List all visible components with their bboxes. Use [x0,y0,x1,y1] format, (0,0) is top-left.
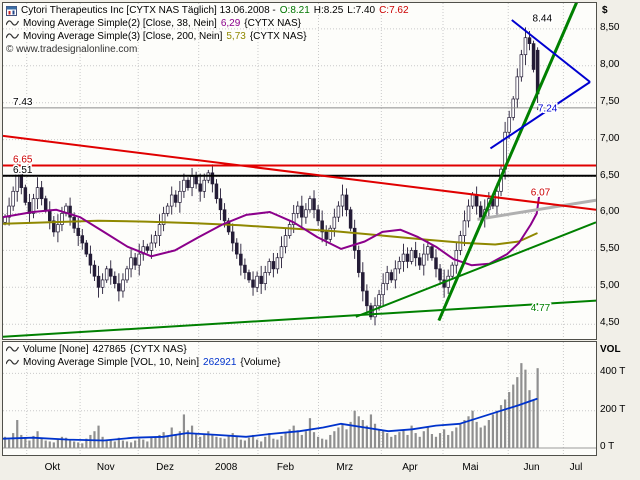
trendline-gray-segment[interactable] [477,198,596,221]
low-value: L:7.40 [347,5,376,16]
month-label: Dez [156,462,174,473]
month-label: Mrz [336,462,354,473]
ma200-symbol: {CYTX NAS} [249,31,307,42]
month-label: Jul [569,462,583,473]
month-label: 2008 [215,462,238,473]
price-chart-canvas[interactable]: 7.43 6.656.51 8.44 7.24 6.07 4.77 [3,3,596,339]
volume-panel: Volume [None] 427865 {CYTX NAS} Moving A… [2,341,597,456]
month-label: Apr [402,462,418,473]
ma38-symbol: {CYTX NAS} [244,18,301,29]
month-label: Nov [96,462,115,473]
volume-label: Volume [None] [23,344,89,355]
legend-volume-row: Volume [None] 427865 {CYTX NAS} [6,343,280,356]
price-axis-label: 6,50 [600,169,620,181]
open-value: O:8.21 [279,5,310,16]
volume-bars [3,363,539,448]
ma200-value: 5,73 [226,31,246,42]
trendline-green-support-long[interactable] [3,299,596,338]
indicator-wave-icon [6,359,19,365]
volume-axis-label: 200 T [600,403,626,415]
volma-symbol: {Volume} [240,357,281,368]
ma38-value: 6,29 [220,18,241,29]
volume-value: 427865 [92,344,126,355]
price-axis-label: 7,50 [600,95,620,107]
volume-axis-unit: VOL [600,344,621,355]
volume-chart-canvas[interactable] [3,342,596,455]
annotation-label-6.07: 6.07 [531,188,551,199]
indicator-wave-icon [6,346,19,352]
ma200-line [3,219,538,246]
copyright-link[interactable]: © www.tradesignalonline.com [6,44,138,55]
ma38-label: Moving Average Simple(2) [Close, 38, Nei… [23,18,217,29]
price-axis-label: 6,00 [600,206,620,218]
price-axis-label: 8,00 [600,58,620,70]
month-label: Jun [523,462,540,473]
month-label: Feb [276,462,295,473]
annotation-label-7.24: 7.24 [538,104,558,115]
volume-axis-label: 0 T [600,441,615,452]
annotation-label-4.77: 4.77 [531,303,551,314]
chart-window-icon [6,5,17,16]
volma-value: 262921 [203,357,237,368]
price-axis-unit: $ [602,5,608,16]
indicator-wave-icon [6,20,19,26]
price-axis-label: 5,50 [600,243,620,255]
price-legend: Cytori Therapeutics Inc [CYTX NAS Täglic… [6,4,409,56]
legend-ma38-row: Moving Average Simple(2) [Close, 38, Nei… [6,17,409,30]
trendline-green-support-mid[interactable] [355,221,596,318]
legend-volma-row: Moving Average Simple [VOL, 10, Nein] 26… [6,356,280,369]
volma-label: Moving Average Simple [VOL, 10, Nein] [23,357,200,368]
copyright-row: © www.tradesignalonline.com [6,43,409,56]
volume-ma-line [3,398,538,442]
month-label: Okt [44,462,61,473]
close-value: C:7.62 [379,5,409,16]
price-axis-label: 8,50 [600,21,620,33]
hline-label-6.65: 6.65 [13,154,33,165]
month-label: Mai [462,462,479,473]
annotation-label-8.44: 8.44 [533,13,553,24]
trendline-red-downtrend[interactable] [3,134,596,211]
hline-label-7.43: 7.43 [13,97,33,108]
legend-ma200-row: Moving Average Simple(3) [Close, 200, Ne… [6,30,409,43]
trendline-blue-lower[interactable] [489,81,591,150]
ma200-label: Moving Average Simple(3) [Close, 200, Ne… [23,31,223,42]
volume-axis-label: 400 T [600,366,626,378]
hline-label-6.51: 6.51 [13,165,33,176]
price-axis-label: 5,00 [600,280,620,292]
ma38-line [3,191,541,267]
volume-legend: Volume [None] 427865 {CYTX NAS} Moving A… [6,343,280,369]
indicator-wave-icon [6,33,19,39]
trendline-blue-upper[interactable] [511,19,591,83]
price-axis-label: 4,50 [600,317,620,329]
volume-symbol: {CYTX NAS} [129,344,187,355]
high-value: H:8.25 [313,5,344,16]
instrument-title: Cytori Therapeutics Inc [CYTX NAS Täglic… [21,5,276,16]
price-axis-label: 7,00 [600,132,620,144]
price-panel: 7.43 6.65 6.51 8.44 7.24 6.07 4.77 Cytori Ther… [2,2,597,340]
trendline-green-steep[interactable] [437,3,581,322]
legend-instrument-row: Cytori Therapeutics Inc [CYTX NAS Täglic… [6,4,409,17]
